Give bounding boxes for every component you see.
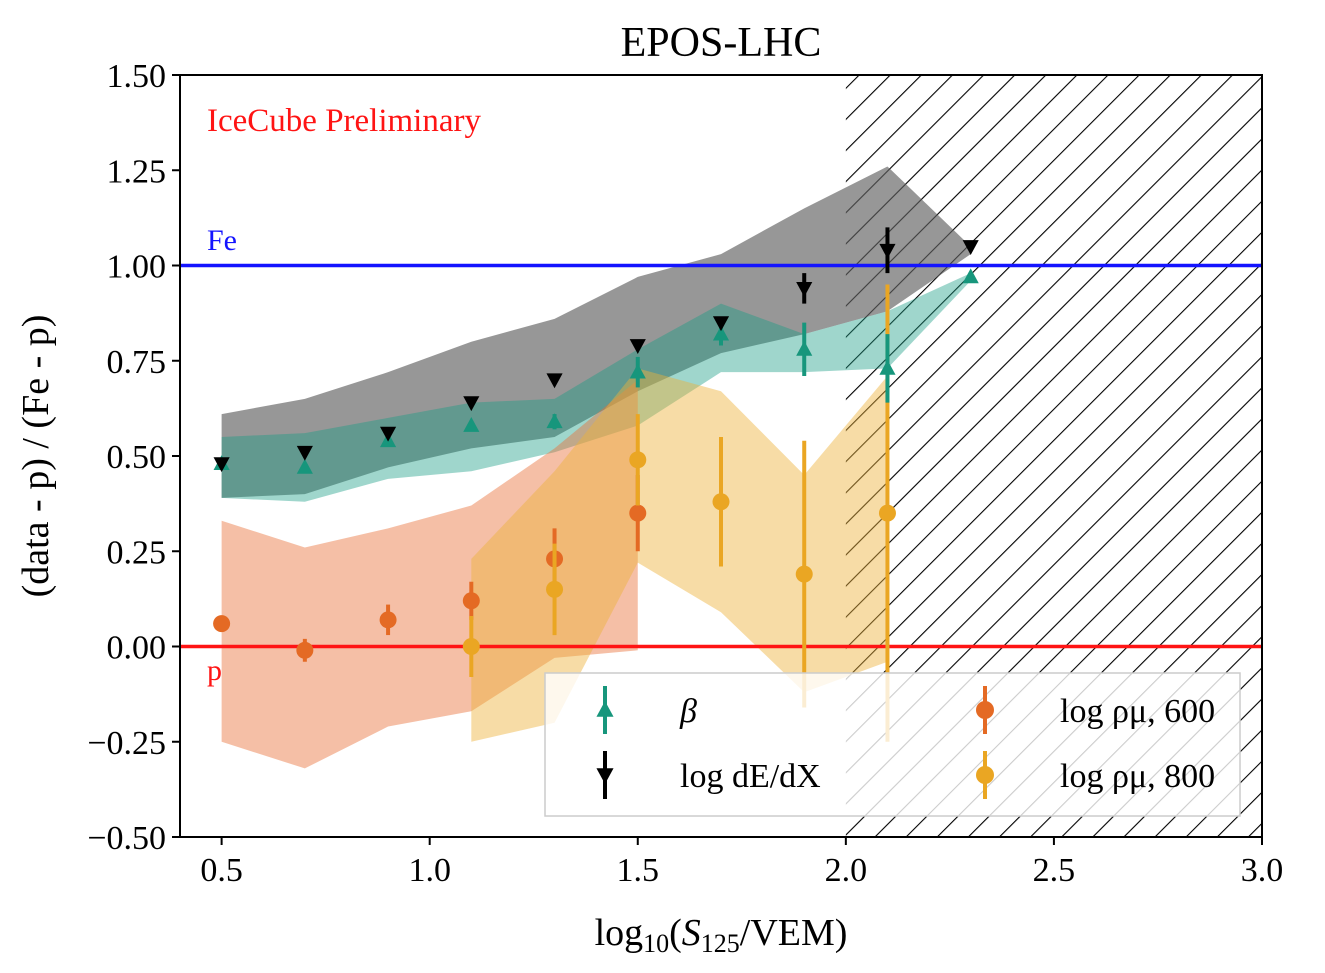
legend-marker xyxy=(976,766,994,784)
y-tick-label: 0.25 xyxy=(107,534,167,571)
band-3 xyxy=(471,368,888,742)
data-point xyxy=(213,457,230,473)
x-tick-label: 0.5 xyxy=(200,852,243,889)
data-point xyxy=(796,340,813,356)
y-tick-label: 1.50 xyxy=(107,58,167,95)
data-point xyxy=(795,565,813,583)
legend: β log dE/dX log ρμ, 600 log ρμ, 800 xyxy=(544,672,1241,817)
data-point xyxy=(213,615,231,633)
data-point xyxy=(712,493,730,511)
legend-label: log dE/dX xyxy=(680,758,821,795)
data-point xyxy=(296,458,313,474)
reference-lines xyxy=(180,263,1262,649)
data-point xyxy=(712,316,730,332)
legend-label: log ρμ, 600 xyxy=(1060,693,1215,730)
data-point xyxy=(962,240,979,255)
x-axis-label: log10(S125/VEM) xyxy=(595,912,848,958)
data-series xyxy=(213,227,979,742)
chart-title: EPOS-LHC xyxy=(621,20,822,66)
y-tick-label: −0.50 xyxy=(87,820,166,857)
data-point xyxy=(546,580,564,598)
data-point xyxy=(379,611,397,629)
icecube-preliminary-annotation: IceCube Preliminary xyxy=(207,103,481,139)
data-point xyxy=(879,243,896,259)
y-tick-label: 1.25 xyxy=(107,153,167,190)
axis-ticks: 0.5 1.0 1.5 2.0 2.5 3.0 −0.50 −0.25 0.00 0.25 0.50… xyxy=(87,58,1283,889)
data-point xyxy=(546,413,563,429)
data-point xyxy=(296,641,314,659)
y-tick-label: 0.00 xyxy=(107,630,167,667)
y-tick-label: 0.75 xyxy=(107,344,167,381)
data-point xyxy=(296,445,313,461)
data-point xyxy=(463,417,480,432)
uncertainty-bands xyxy=(221,166,971,769)
y-tick-label: 1.00 xyxy=(107,249,167,286)
data-point xyxy=(462,592,480,610)
legend-marker xyxy=(596,768,614,784)
band-0 xyxy=(221,166,971,498)
data-point xyxy=(546,373,563,389)
data-point xyxy=(629,363,646,379)
x-tick-label: 3.0 xyxy=(1241,852,1284,889)
data-point xyxy=(629,504,647,522)
x-tick-label: 1.5 xyxy=(617,852,660,889)
y-tick-label: 0.50 xyxy=(107,439,167,476)
data-point xyxy=(796,281,813,297)
legend-marker xyxy=(596,701,614,717)
x-tick-label: 1.0 xyxy=(408,852,451,889)
legend-label: log ρμ, 800 xyxy=(1060,758,1215,795)
data-point xyxy=(463,396,480,412)
data-point xyxy=(380,426,397,442)
legend-box xyxy=(544,672,1241,817)
fe-label: Fe xyxy=(207,224,237,257)
data-point xyxy=(629,339,646,355)
legend-label: β xyxy=(679,693,697,730)
p-label: p xyxy=(207,654,222,687)
x-tick-label: 2.0 xyxy=(825,852,868,889)
data-point xyxy=(878,504,896,522)
data-point xyxy=(879,359,896,375)
y-axis-label: (data - p) / (Fe - p) xyxy=(15,315,57,598)
data-point xyxy=(712,325,730,341)
data-point xyxy=(629,451,647,469)
band-1 xyxy=(221,273,971,502)
y-tick-label: −0.25 xyxy=(87,725,166,762)
x-tick-label: 2.5 xyxy=(1033,852,1076,889)
band-2 xyxy=(221,379,638,769)
data-point xyxy=(462,638,480,655)
legend-marker xyxy=(976,701,994,719)
data-point xyxy=(962,268,979,284)
